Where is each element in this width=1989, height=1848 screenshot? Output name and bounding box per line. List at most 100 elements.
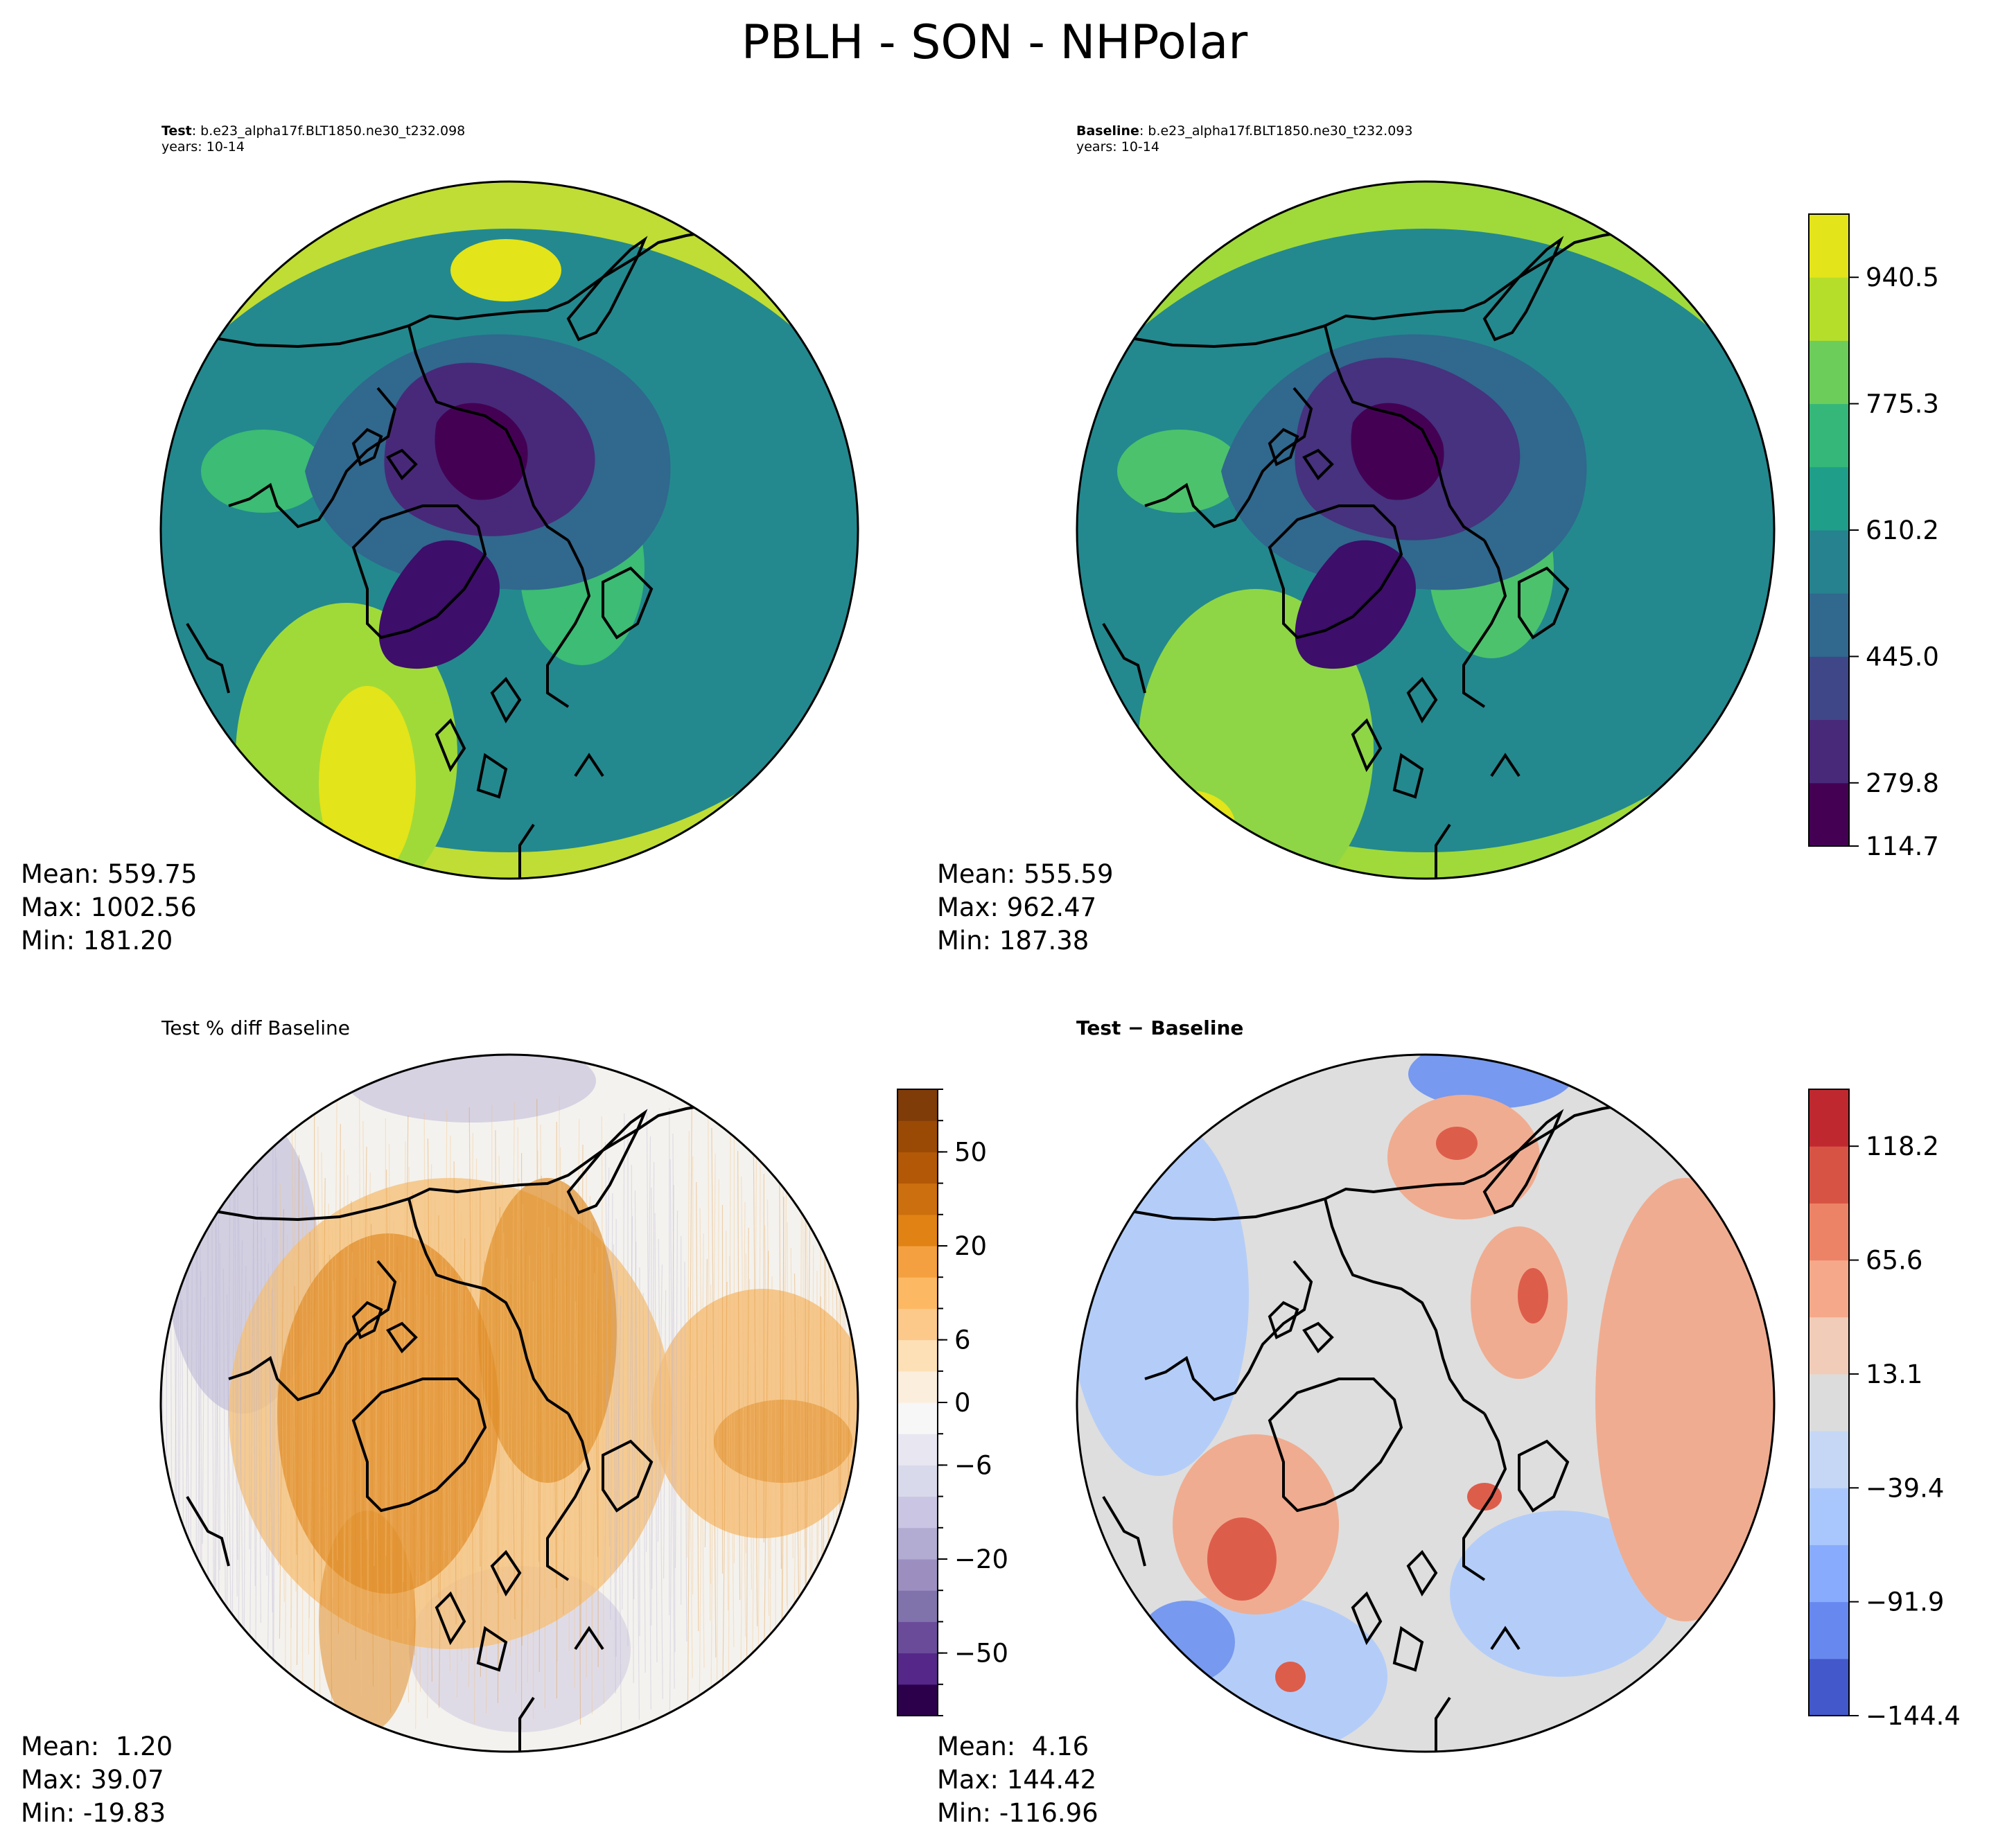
main-colorbar: 940.5 775.3 610.2 445.0 279.8 114.7 — [1808, 213, 1939, 859]
pctdiff-streak — [737, 1150, 741, 1601]
diff-map-boundary — [1076, 1053, 1776, 1753]
baseline-title-years: years: 10-14 — [1076, 139, 1159, 155]
pctdiff-streak — [226, 1111, 231, 1681]
colorbar-level — [1809, 277, 1849, 341]
colorbar-level — [897, 1559, 938, 1591]
pctdiff-streak — [483, 1209, 487, 1604]
pctdiff-streak — [704, 1258, 708, 1548]
pctdiff-streak — [480, 1235, 486, 1641]
diff-field-blue-west — [1077, 1116, 1249, 1476]
pctdiff-streak — [338, 1123, 341, 1635]
pctdiff-streak — [249, 1160, 255, 1660]
pctdiff-streak — [468, 1132, 473, 1688]
pctdiff-streak — [347, 1174, 351, 1708]
pctdiff-streak — [757, 1147, 761, 1700]
figure-title: PBLH - SON - NHPolar — [741, 15, 1248, 70]
baseline-polar-map — [1076, 180, 1776, 880]
pctdiff-streak — [577, 1275, 581, 1725]
pctdiff-streak — [403, 1141, 406, 1583]
diff-colorbar-ticks: 118.2 65.6 13.1 −39.4 −91.9 −144.4 — [1849, 1132, 1961, 1731]
pctdiff-streak — [674, 1210, 678, 1569]
diff-polar-map — [1076, 1053, 1776, 1753]
pctdiff-streak — [654, 1213, 658, 1663]
pctdiff-streak — [687, 1105, 692, 1716]
diff-stats: Mean: 4.16 Max: 144.42 Min: -116.96 — [937, 1730, 1098, 1830]
colorbar-level — [1809, 1089, 1849, 1147]
diff-field-darkblue-south — [1138, 1601, 1235, 1684]
baseline-stats: Mean: 555.59 Max: 962.47 Min: 187.38 — [937, 858, 1114, 958]
baseline-panel-title: Baseline: b.e23_alpha17f.BLT1850.ne30_t2… — [1076, 123, 1412, 155]
pctdiff-streak — [445, 1266, 450, 1672]
diff-field-darkred-a — [1436, 1127, 1478, 1160]
diff-stat-min: Min: -116.96 — [937, 1798, 1098, 1828]
pctdiff-streak — [178, 1248, 182, 1565]
pctdiff-stat-max: Max: 39.07 — [21, 1765, 164, 1795]
pctdiff-streak — [465, 1289, 468, 1614]
pctdiff-streak — [708, 1102, 711, 1621]
pctdiff-streak — [427, 1138, 432, 1682]
colorbar-level — [1809, 466, 1849, 531]
pctdiff-streak — [716, 1179, 719, 1732]
pctdiff-streak — [633, 1241, 637, 1600]
pctdiff-streak — [462, 1238, 466, 1541]
colorbar-level — [897, 1402, 938, 1434]
colorbar-level — [897, 1684, 938, 1716]
pctdiff-streak — [805, 1219, 811, 1622]
pctdiff-streak — [515, 1127, 519, 1693]
pctdiff-coastlines — [186, 1100, 728, 1752]
pctdiff-stats: Mean: 1.20 Max: 39.07 Min: -19.83 — [21, 1730, 173, 1830]
pctdiff-streak — [781, 1196, 785, 1680]
pctdiff-streak — [290, 1129, 296, 1629]
pctdiff-streak — [631, 1164, 634, 1684]
diff-field-darkred-e — [1518, 1268, 1548, 1323]
pctdiff-streak — [226, 1294, 232, 1644]
diff-field-blue-southeast — [1450, 1511, 1672, 1677]
test-polar-map — [159, 180, 859, 880]
baseline-field-peak-south — [1138, 790, 1235, 859]
pctdiff-streak — [294, 1285, 297, 1556]
colorbar-tick-label: −50 — [954, 1639, 1008, 1669]
colorbar-tick-label: 20 — [954, 1231, 987, 1261]
test-title-years: years: 10-14 — [161, 139, 245, 155]
pctdiff-map-boundary — [159, 1053, 859, 1753]
pctdiff-field-orange-d — [714, 1400, 852, 1483]
diff-stat-mean: Mean: 4.16 — [937, 1732, 1089, 1761]
colorbar-level — [1809, 782, 1849, 847]
pctdiff-streak — [753, 1096, 758, 1627]
colorbar-level — [897, 1465, 938, 1497]
pctdiff-streak — [533, 1150, 538, 1636]
baseline-field-green-patch — [1117, 430, 1242, 513]
baseline-title-case: : b.e23_alpha17f.BLT1850.ne30_t232.093 — [1139, 123, 1413, 139]
colorbar-level — [1809, 214, 1849, 278]
pctdiff-streak — [740, 1202, 746, 1674]
test-panel-title: Test: b.e23_alpha17f.BLT1850.ne30_t232.0… — [161, 123, 465, 155]
pctdiff-streak — [658, 1238, 663, 1700]
pctdiff-streak — [386, 1169, 392, 1714]
pctdiff-streak — [778, 1119, 782, 1569]
pctdiff-streak — [766, 1199, 771, 1580]
pctdiff-streak — [285, 1234, 288, 1676]
colorbar-tick-label: 65.6 — [1866, 1246, 1922, 1276]
pctdiff-streak — [536, 1098, 540, 1563]
pctdiff-streak — [687, 1287, 693, 1679]
pctdiff-streak — [722, 1281, 728, 1684]
colorbar-level — [1809, 403, 1849, 468]
test-title-bold: Test — [161, 123, 192, 139]
baseline-stat-mean: Mean: 555.59 — [937, 859, 1114, 889]
pctdiff-streak — [238, 1240, 243, 1671]
pctdiff-streak — [557, 1095, 560, 1662]
colorbar-level — [897, 1434, 938, 1466]
pctdiff-streak — [805, 1193, 811, 1585]
colorbar-tick-label: −91.9 — [1866, 1587, 1944, 1617]
colorbar-level — [897, 1214, 938, 1247]
baseline-coastlines — [1102, 227, 1645, 879]
pctdiff-streak — [782, 1145, 788, 1606]
colorbar-level — [897, 1277, 938, 1309]
pctdiff-streak — [388, 1143, 392, 1677]
pctdiff-panel-title: Test % diff Baseline — [161, 1017, 351, 1039]
pctdiff-streak — [234, 1188, 238, 1597]
pctdiff-streak — [575, 1118, 580, 1605]
pctdiff-streak — [415, 1243, 421, 1730]
diff-colorbar: 118.2 65.6 13.1 −39.4 −91.9 −144.4 — [1808, 1089, 1961, 1731]
pctdiff-colorbar-ticks: 50 20 6 0 −6 −20 −50 — [938, 1089, 1008, 1716]
